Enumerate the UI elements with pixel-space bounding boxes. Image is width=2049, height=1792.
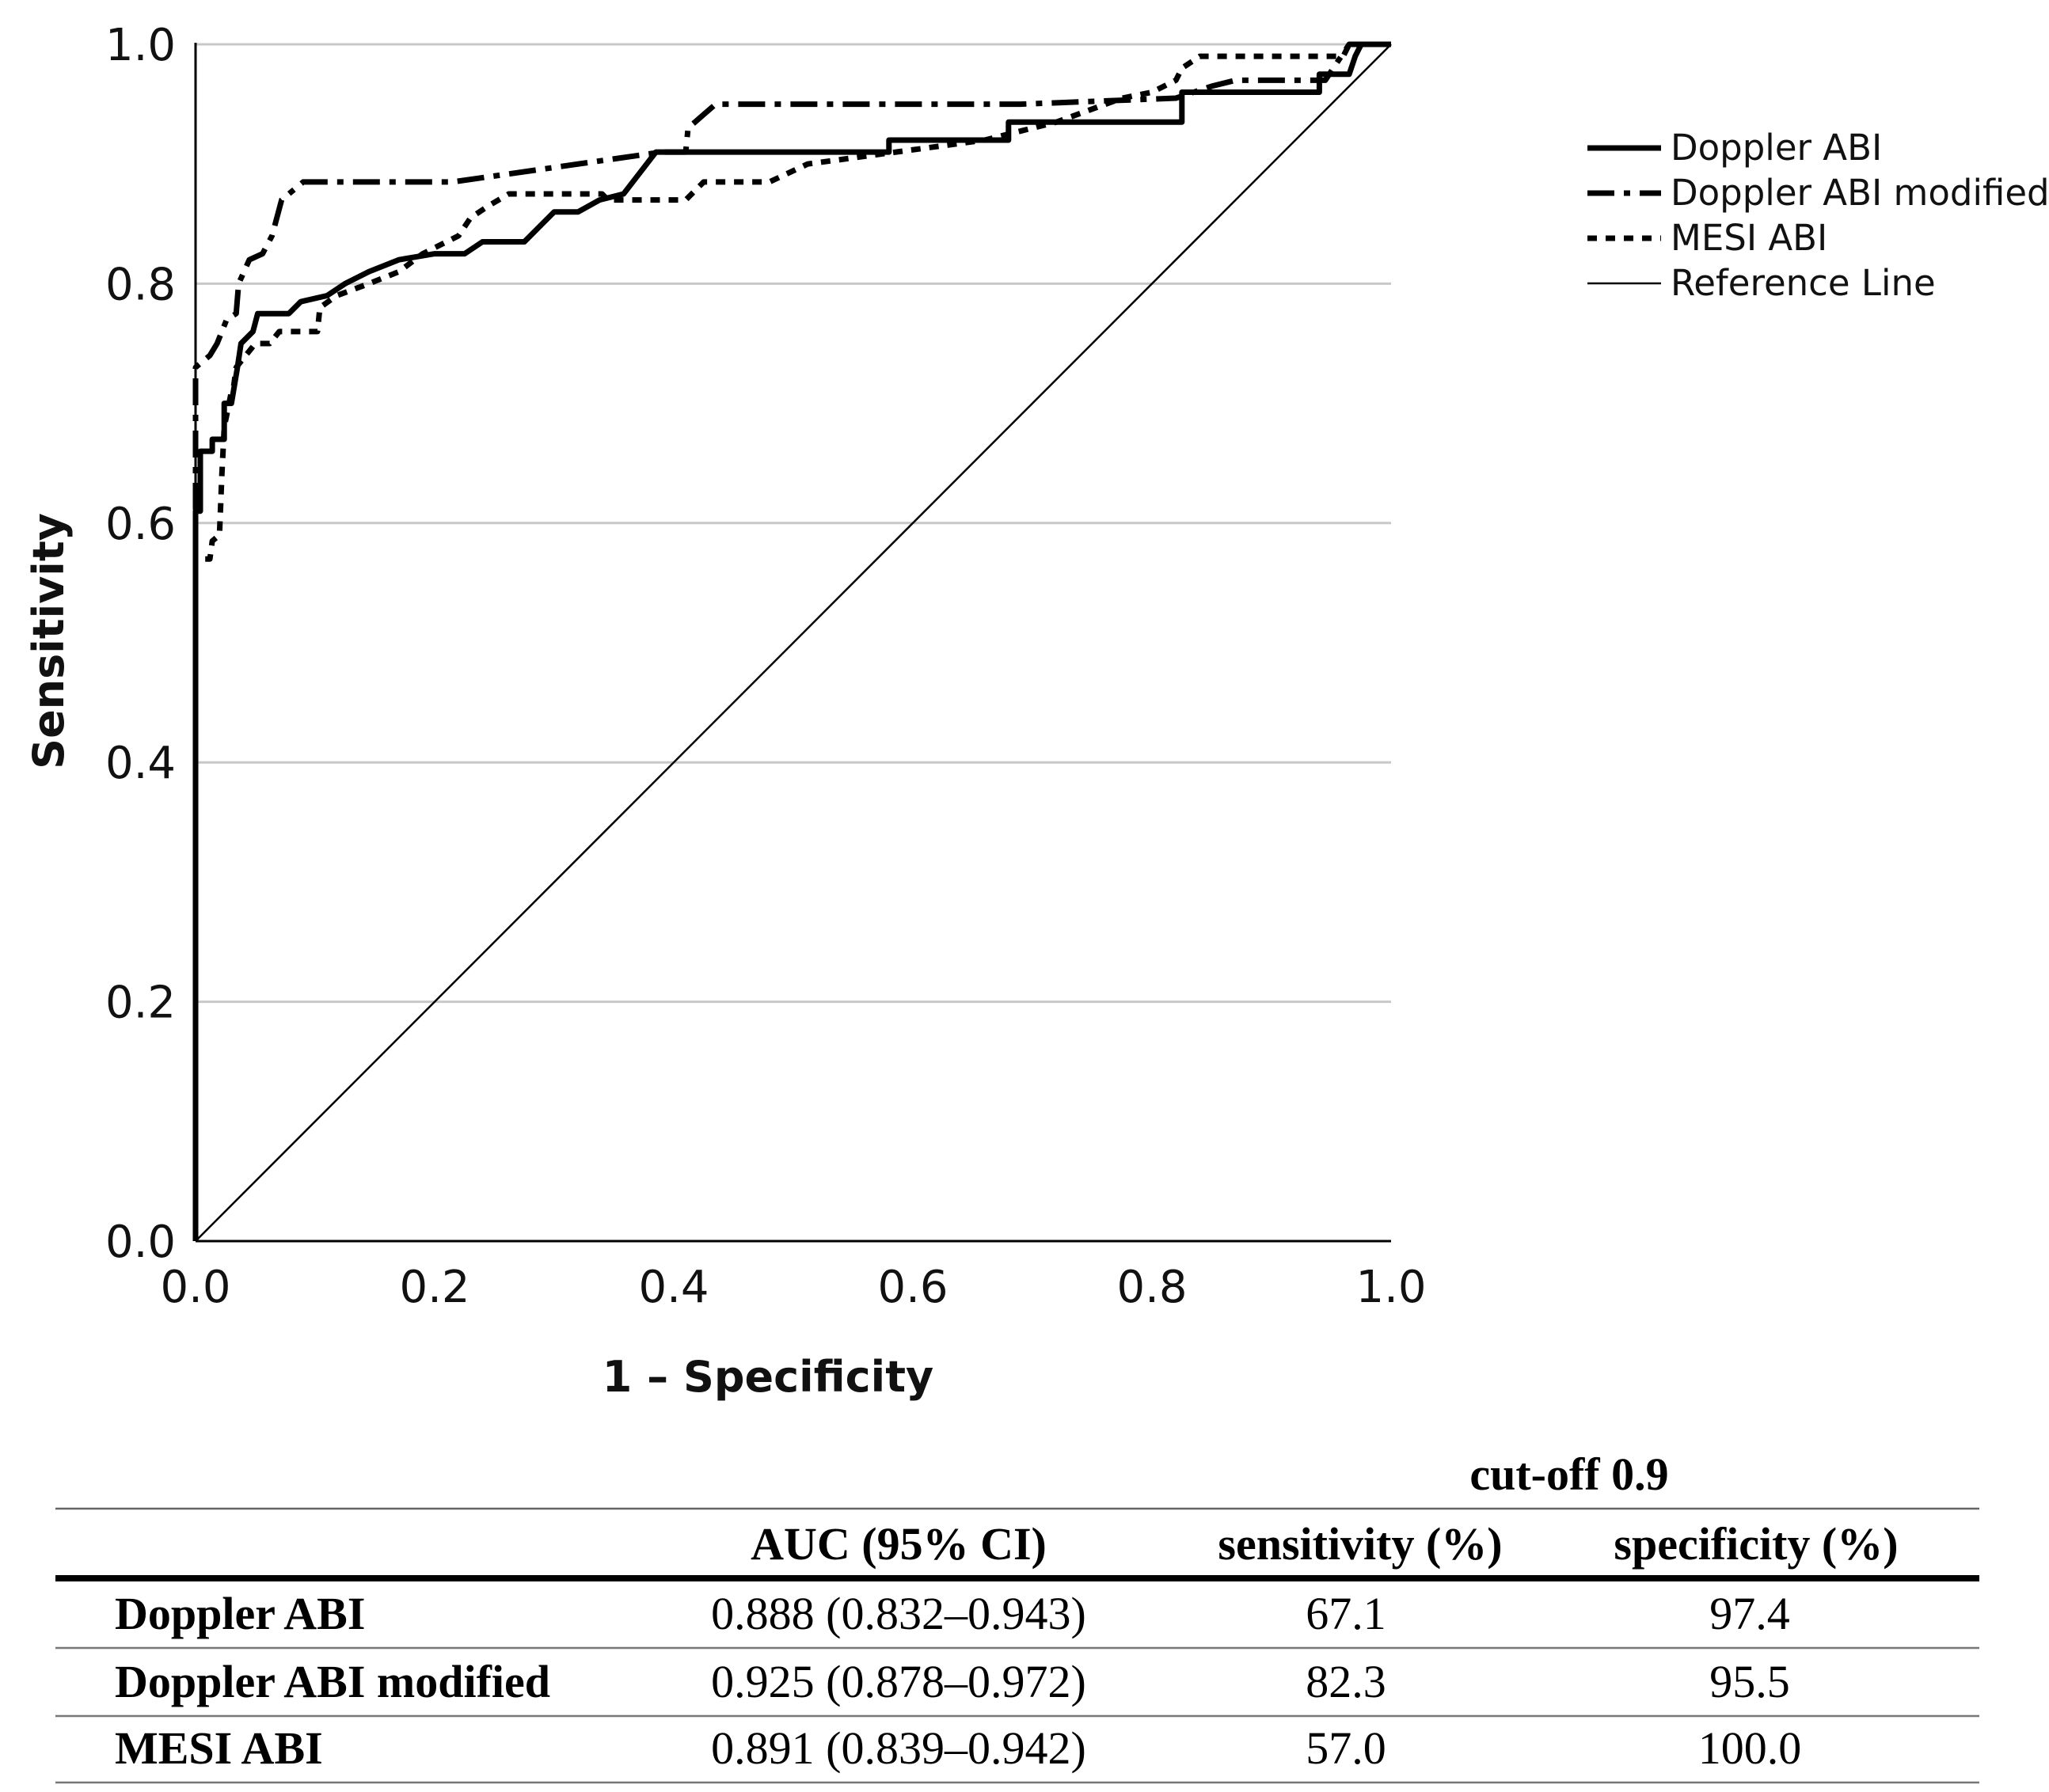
table-cell-sensitivity: 67.1 (1306, 1588, 1386, 1639)
y-tick-label: 0.8 (105, 259, 176, 310)
table-cell-auc: 0.888 (0.832–0.943) (711, 1588, 1086, 1639)
legend-label-mesi-abi: MESI ABI (1671, 217, 1827, 259)
table-row-label: Doppler ABI (115, 1588, 365, 1639)
x-tick-label: 0.8 (1116, 1262, 1187, 1313)
y-tick-label: 1.0 (105, 20, 176, 71)
y-axis-title: Sensitivity (24, 513, 74, 769)
series-line-doppler-abi-modified (192, 41, 1391, 1241)
table-row-label: Doppler ABI modified (115, 1656, 550, 1707)
results-table: cut-off 0.9 AUC (95% CI) sensitivity (%)… (55, 1448, 1979, 1784)
series-line-reference-line (195, 44, 1392, 1242)
legend-label-doppler-abi-modified: Doppler ABI modified (1671, 172, 2049, 214)
x-tick-label: 0.0 (160, 1262, 230, 1313)
table-cell-sensitivity: 82.3 (1306, 1656, 1386, 1707)
table-cell-auc: 0.891 (0.839–0.942) (711, 1722, 1086, 1774)
table-header-specificity: specificity (%) (1614, 1518, 1898, 1570)
table-cell-specificity: 95.5 (1709, 1656, 1790, 1707)
table-cell-specificity: 97.4 (1709, 1588, 1790, 1639)
x-tick-label: 0.4 (638, 1262, 709, 1313)
y-tick-label: 0.4 (105, 738, 176, 789)
x-tick-label: 1.0 (1355, 1262, 1426, 1313)
y-tick-label: 0.6 (105, 499, 176, 550)
table-cell-auc: 0.925 (0.878–0.972) (711, 1656, 1086, 1707)
y-tick-label: 0.0 (105, 1217, 176, 1268)
legend-label-doppler-abi: Doppler ABI (1671, 127, 1882, 169)
table-header-auc: AUC (95% CI) (751, 1518, 1047, 1570)
table-cell-sensitivity: 57.0 (1306, 1722, 1386, 1774)
table-cell-specificity: 100.0 (1698, 1722, 1802, 1774)
table-row-label: MESI ABI (115, 1722, 323, 1774)
legend: Doppler ABI Doppler ABI modified MESI AB… (1587, 127, 2049, 304)
x-tick-label: 0.6 (877, 1262, 948, 1313)
series-line-doppler-abi (192, 41, 1391, 1241)
series-lines (192, 41, 1392, 1242)
table-group-header: cut-off 0.9 (1469, 1448, 1668, 1500)
tick-labels: 0.0 0.2 0.4 0.6 0.8 1.0 0.0 0.2 0.4 0.6 0.8 1.0 (105, 20, 1427, 1313)
x-axis-title: 1 – Specificity (603, 1352, 933, 1402)
table-header-sensitivity: sensitivity (%) (1218, 1518, 1502, 1570)
y-tick-label: 0.2 (105, 978, 176, 1029)
x-tick-label: 0.2 (399, 1262, 469, 1313)
grid-lines (196, 43, 1391, 1004)
legend-label-reference-line: Reference Line (1671, 262, 1936, 304)
